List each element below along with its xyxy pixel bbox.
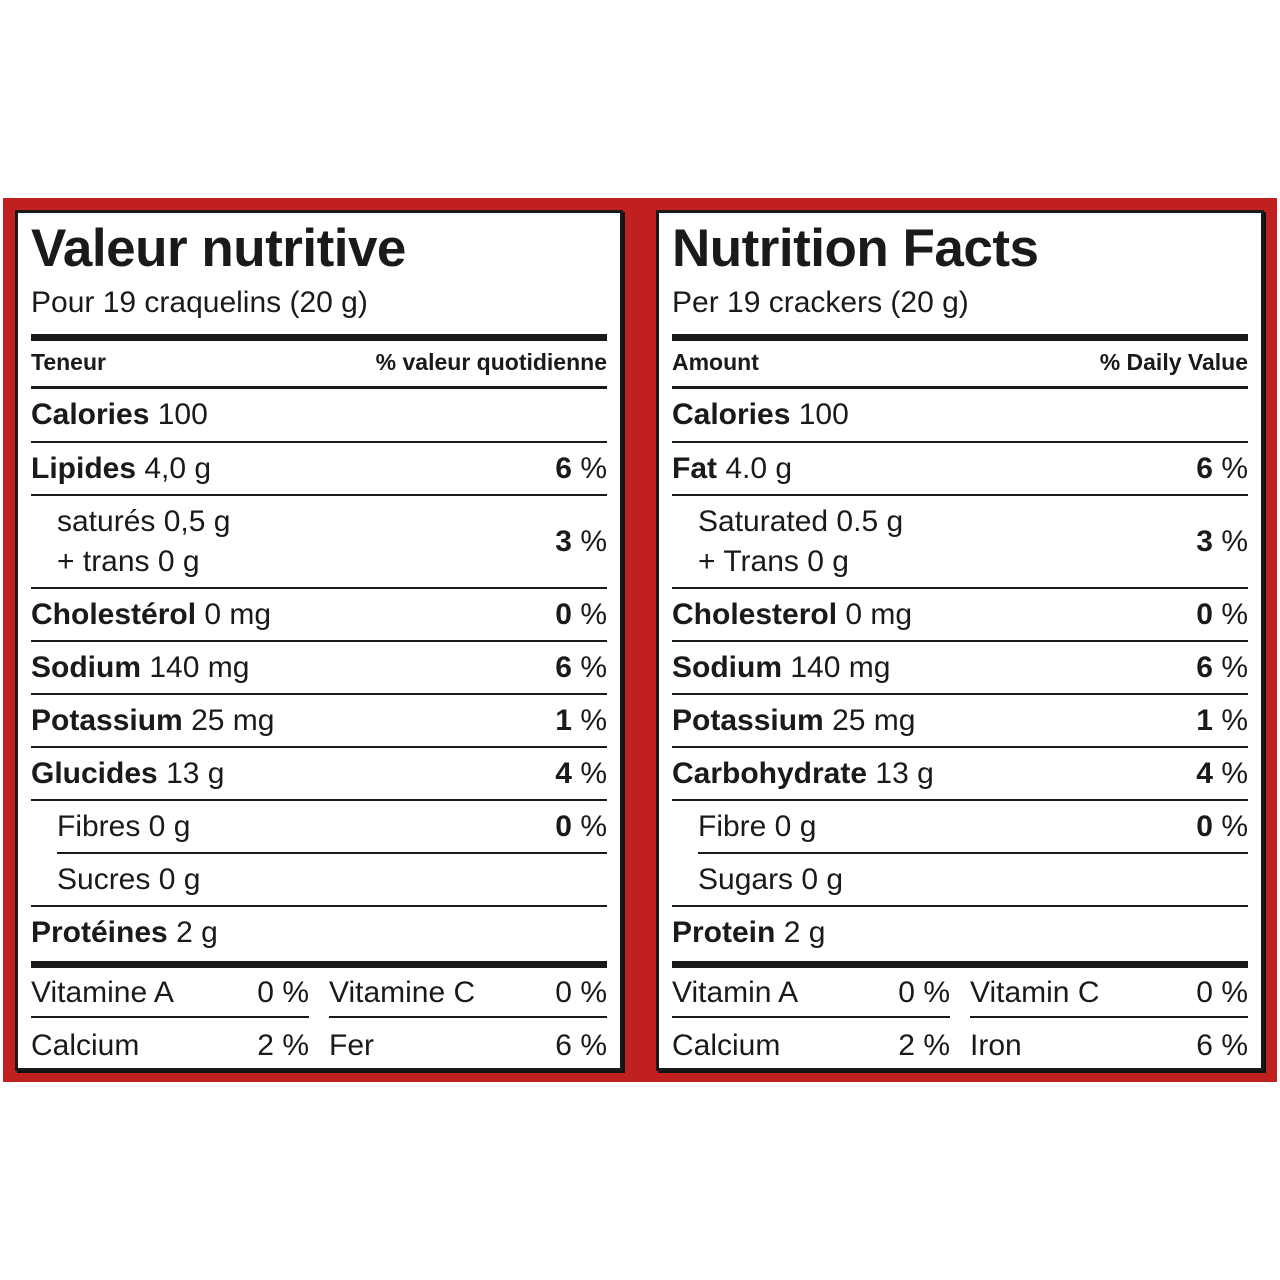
divider — [672, 905, 1248, 907]
row-fat: Fat 4.0 g 6 % — [672, 452, 1248, 485]
divider — [672, 799, 1248, 801]
label-title: Valeur nutritive — [31, 219, 406, 278]
serving-size: Pour 19 craquelins (20 g) — [31, 286, 368, 319]
row-sodium: Sodium 140 mg 6 % — [31, 651, 607, 684]
row-fibre: Fibre 0 g 0 % — [698, 810, 1248, 843]
row-trans: + trans 0 g — [57, 545, 200, 578]
row-protein: Protein 2 g — [672, 916, 826, 949]
divider — [970, 1016, 1248, 1018]
thick-divider — [31, 334, 607, 341]
thick-divider — [672, 961, 1248, 968]
header-amount: Teneur — [31, 349, 106, 375]
divider — [672, 1016, 950, 1018]
row-sugars: Sucres 0 g — [57, 863, 201, 896]
row-sugars: Sugars 0 g — [698, 863, 844, 896]
divider — [31, 799, 607, 801]
row-saturated: saturés 0,5 g — [57, 505, 231, 538]
calcium: Calcium 2 % — [672, 1029, 950, 1062]
header-daily-value: % valeur quotidienne — [375, 349, 607, 375]
nutrition-label-french: Valeur nutritive Pour 19 craquelins (20 … — [15, 210, 623, 1071]
thick-divider — [31, 961, 607, 968]
thick-divider — [672, 334, 1248, 341]
row-potassium: Potassium 25 mg 1 % — [672, 704, 1248, 737]
iron: Fer 6 % — [329, 1029, 607, 1062]
header-amount: Amount — [672, 349, 759, 375]
divider — [698, 852, 1248, 854]
row-potassium: Potassium 25 mg 1 % — [31, 704, 607, 737]
divider — [672, 386, 1248, 389]
row-fibre: Fibres 0 g 0 % — [57, 810, 607, 843]
divider — [57, 852, 607, 854]
nutrition-label-english: Nutrition Facts Per 19 crackers (20 g) A… — [656, 210, 1264, 1071]
divider — [31, 905, 607, 907]
row-calories: Calories 100 — [31, 398, 208, 431]
divider — [31, 746, 607, 748]
header-daily-value: % Daily Value — [1099, 349, 1248, 375]
divider — [672, 640, 1248, 642]
divider — [31, 640, 607, 642]
divider — [672, 494, 1248, 496]
row-carbohydrate: Glucides 13 g 4 % — [31, 757, 607, 790]
row-saturated: Saturated 0.5 g — [698, 505, 904, 538]
row-fat: Lipides 4,0 g 6 % — [31, 452, 607, 485]
divider — [31, 693, 607, 695]
row-carbohydrate: Carbohydrate 13 g 4 % — [672, 757, 1248, 790]
calcium: Calcium 2 % — [31, 1029, 309, 1062]
row-cholesterol: Cholesterol 0 mg 0 % — [672, 598, 1248, 631]
divider — [672, 587, 1248, 589]
row-cholesterol: Cholestérol 0 mg 0 % — [31, 598, 607, 631]
row-sodium: Sodium 140 mg 6 % — [672, 651, 1248, 684]
row-calories: Calories 100 — [672, 398, 849, 431]
divider — [31, 1016, 309, 1018]
divider — [31, 441, 607, 443]
divider — [329, 1016, 607, 1018]
label-title: Nutrition Facts — [672, 219, 1039, 278]
divider — [672, 746, 1248, 748]
row-trans: + Trans 0 g — [698, 545, 849, 578]
row-protein: Protéines 2 g — [31, 916, 218, 949]
divider — [31, 386, 607, 389]
divider — [672, 693, 1248, 695]
iron: Iron 6 % — [970, 1029, 1248, 1062]
divider — [31, 494, 607, 496]
serving-size: Per 19 crackers (20 g) — [672, 286, 969, 319]
divider — [31, 587, 607, 589]
divider — [672, 441, 1248, 443]
